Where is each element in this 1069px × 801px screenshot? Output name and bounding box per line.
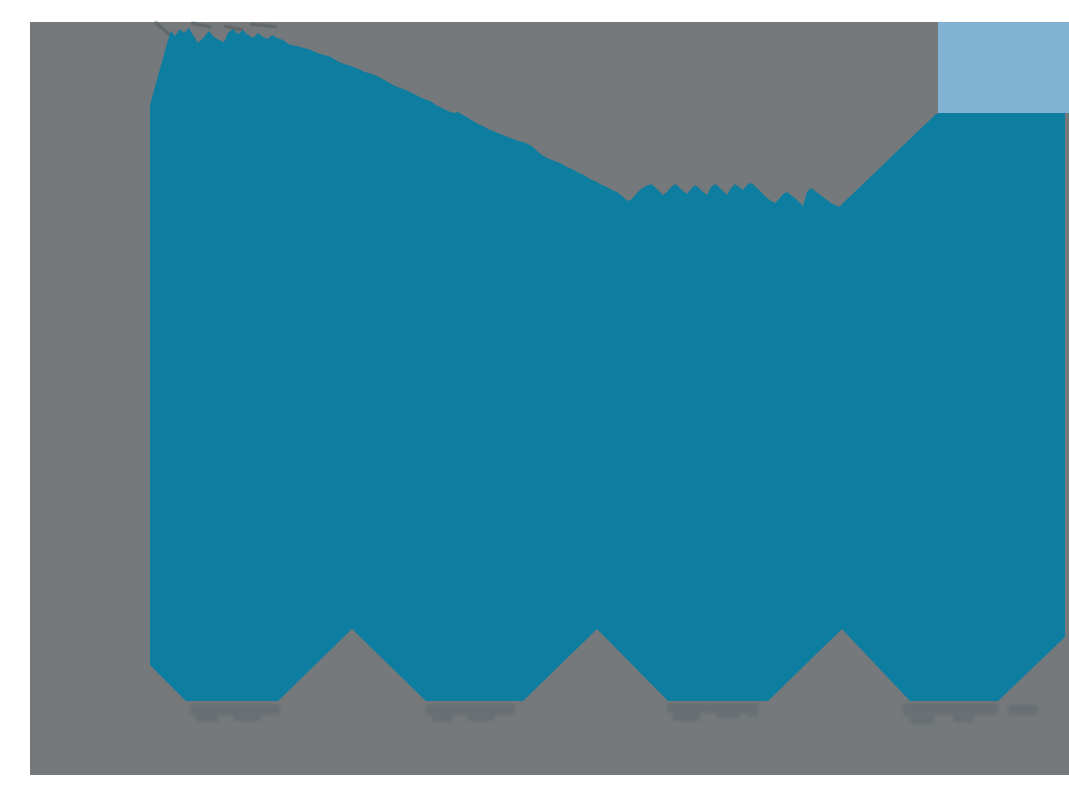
label-smudge xyxy=(426,704,515,715)
label-smudge xyxy=(432,714,453,722)
label-smudge xyxy=(233,714,261,721)
legend-swatch-square xyxy=(938,22,1069,113)
label-smudge xyxy=(673,712,700,721)
dark-streak xyxy=(223,24,244,32)
dark-streak xyxy=(249,22,278,29)
label-smudge xyxy=(196,714,218,722)
label-smudge xyxy=(953,715,974,722)
teal-mountain-shape xyxy=(150,28,1065,701)
label-smudge xyxy=(903,703,998,715)
label-smudge xyxy=(910,715,934,724)
label-smudge xyxy=(748,712,758,717)
label-smudge xyxy=(667,703,758,713)
dark-streak xyxy=(190,21,212,29)
label-smudge xyxy=(190,704,280,715)
label-smudge xyxy=(717,712,740,718)
label-smudge xyxy=(468,714,494,721)
label-smudge xyxy=(1008,705,1038,715)
